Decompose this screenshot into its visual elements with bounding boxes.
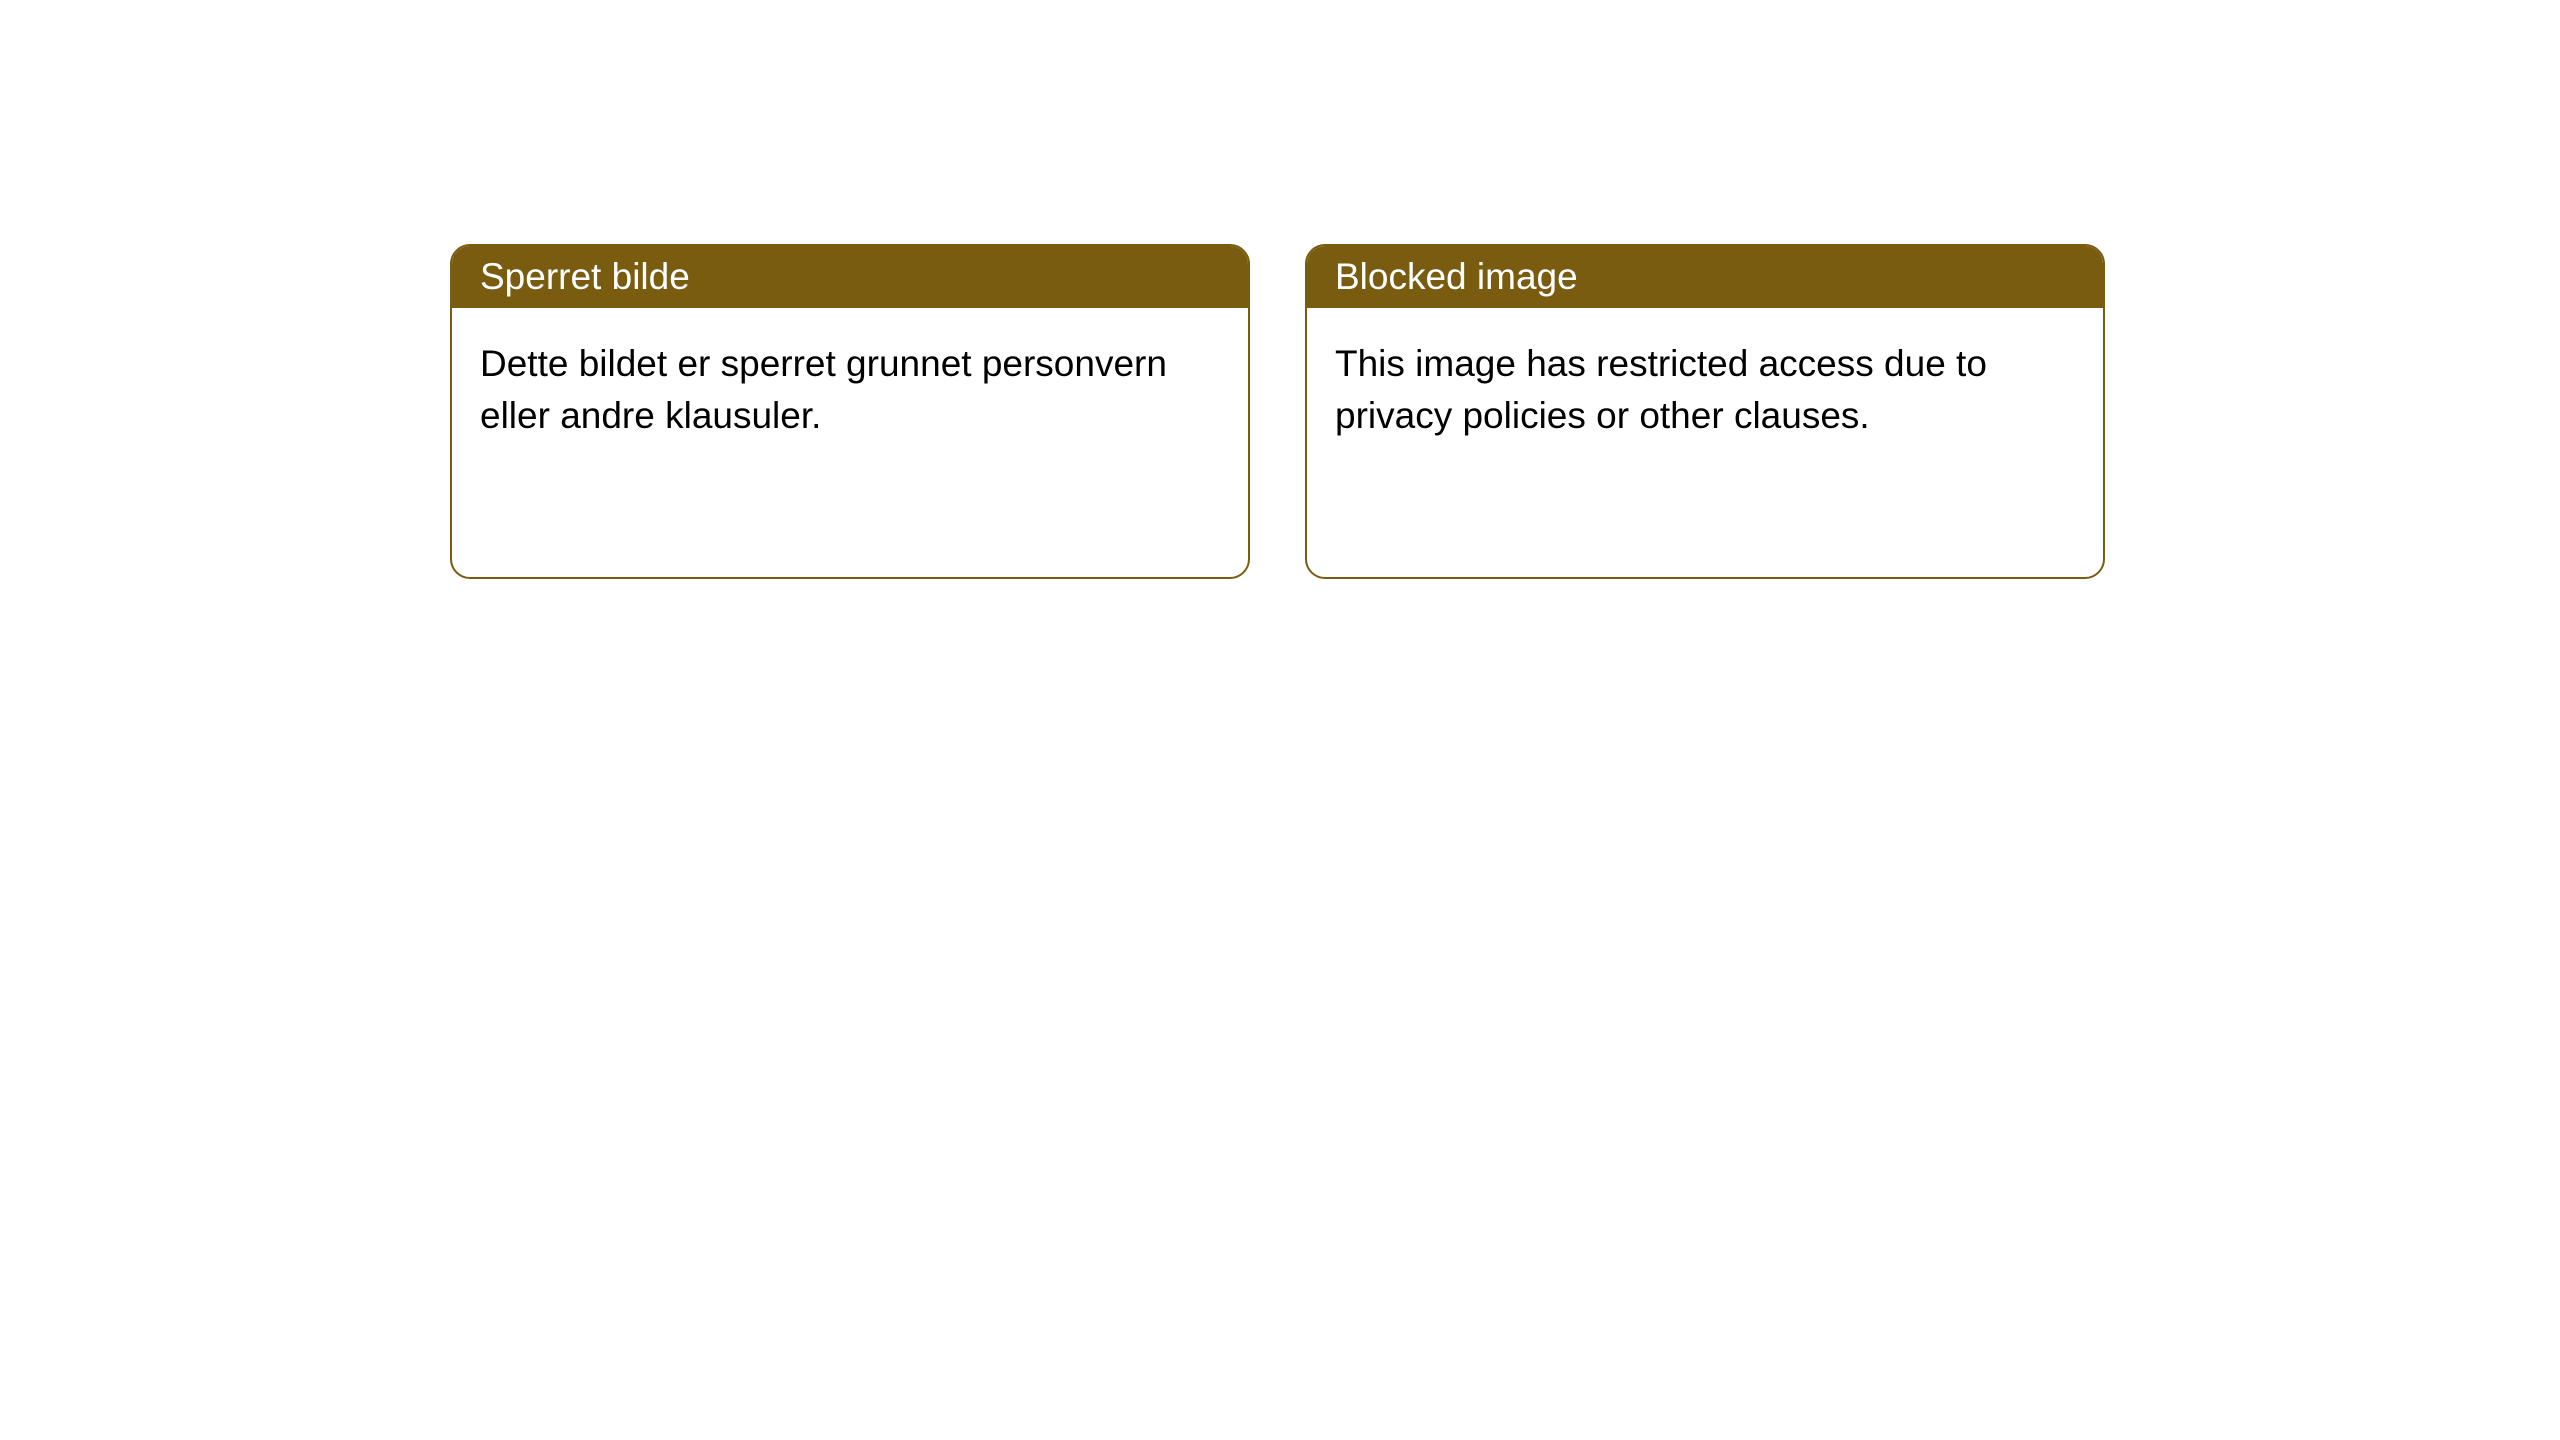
notice-header: Sperret bilde bbox=[452, 246, 1248, 308]
notice-body: This image has restricted access due to … bbox=[1307, 308, 2103, 472]
notice-text: This image has restricted access due to … bbox=[1335, 343, 1987, 436]
notice-container: Sperret bilde Dette bildet er sperret gr… bbox=[450, 244, 2105, 579]
notice-card-norwegian: Sperret bilde Dette bildet er sperret gr… bbox=[450, 244, 1250, 579]
notice-body: Dette bildet er sperret grunnet personve… bbox=[452, 308, 1248, 472]
notice-header: Blocked image bbox=[1307, 246, 2103, 308]
notice-text: Dette bildet er sperret grunnet personve… bbox=[480, 343, 1167, 436]
notice-title: Blocked image bbox=[1335, 256, 1578, 297]
notice-card-english: Blocked image This image has restricted … bbox=[1305, 244, 2105, 579]
notice-title: Sperret bilde bbox=[480, 256, 690, 297]
